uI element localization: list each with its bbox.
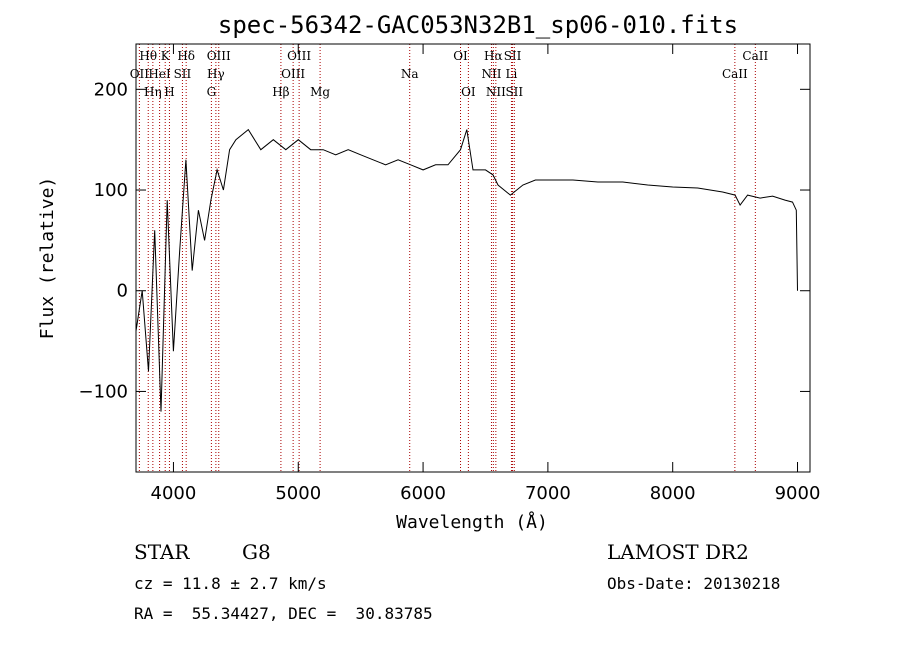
line-label-17: OI bbox=[461, 85, 476, 99]
line-label-5: H bbox=[164, 85, 174, 99]
y-tick-label-3: 200 bbox=[94, 79, 128, 100]
y-tick-label-2: 100 bbox=[94, 180, 128, 201]
line-label-19: Hα bbox=[484, 49, 503, 63]
line-label-21: Li bbox=[506, 67, 518, 81]
line-label-12: OIII bbox=[281, 67, 305, 81]
line-label-24: CaII bbox=[722, 67, 748, 81]
line-label-15: Na bbox=[401, 67, 419, 81]
line-label-16: OI bbox=[453, 49, 468, 63]
line-label-18: NII bbox=[481, 67, 501, 81]
x-tick-label-4: 8000 bbox=[650, 483, 696, 504]
x-axis-label: Wavelength (Å) bbox=[396, 511, 548, 533]
coordinates: RA = 55.34427, DEC = 30.83785 bbox=[134, 604, 433, 623]
line-label-2: Hη bbox=[144, 85, 162, 99]
line-label-23: SII bbox=[505, 85, 523, 99]
line-label-0: Hθ bbox=[139, 49, 157, 63]
spectral-line-markers: HθOIIHηHeIKHSIIHδGHγOIIIHβOIIIOIIIMgNaOI… bbox=[130, 44, 768, 472]
redshift-velocity: cz = 11.8 ± 2.7 km/s bbox=[134, 574, 327, 593]
spectrum-chart: spec-56342-GAC053N32B1_sp06-010.fits Hθ O… bbox=[37, 11, 821, 533]
x-tick-label-3: 7000 bbox=[525, 483, 571, 504]
x-tick-label-2: 6000 bbox=[400, 483, 446, 504]
y-tick-label-1: 0 bbox=[117, 281, 128, 302]
line-label-11: Hβ bbox=[272, 85, 289, 99]
chart-title: spec-56342-GAC053N32B1_sp06-010.fits bbox=[218, 11, 738, 39]
line-label-1: OII bbox=[130, 67, 150, 81]
line-label-14: Mg bbox=[310, 85, 330, 99]
x-tick-label-0: 4000 bbox=[151, 483, 197, 504]
line-label-7: Hδ bbox=[177, 49, 195, 63]
observation-date: Obs-Date: 20130218 bbox=[607, 574, 781, 593]
line-label-10: OIII bbox=[207, 49, 231, 63]
line-label-8: G bbox=[207, 85, 217, 99]
y-tick-label-0: −100 bbox=[79, 381, 128, 402]
axis-ticks: 4000 5000 6000 7000 8000 9000 −100 0 100 200 bbox=[79, 44, 821, 504]
plot-frame bbox=[135, 43, 811, 473]
line-label-20: NII bbox=[486, 85, 506, 99]
line-label-9: Hγ bbox=[207, 67, 225, 81]
x-tick-label-1: 5000 bbox=[275, 483, 321, 504]
line-label-13: OIII bbox=[287, 49, 311, 63]
object-subclass: G8 bbox=[242, 540, 271, 564]
line-label-25: CaII bbox=[742, 49, 768, 63]
line-label-22: SII bbox=[504, 49, 522, 63]
line-label-6: SII bbox=[174, 67, 192, 81]
spectrum-line-0 bbox=[135, 128, 798, 412]
spectrum-series bbox=[135, 128, 798, 412]
line-label-4: K bbox=[161, 49, 171, 63]
survey-name: LAMOST DR2 bbox=[607, 540, 749, 564]
object-class: STAR bbox=[134, 540, 190, 564]
line-label-3: HeI bbox=[148, 67, 171, 81]
y-axis-label: Flux (relative) bbox=[37, 177, 58, 340]
x-tick-label-5: 9000 bbox=[775, 483, 821, 504]
